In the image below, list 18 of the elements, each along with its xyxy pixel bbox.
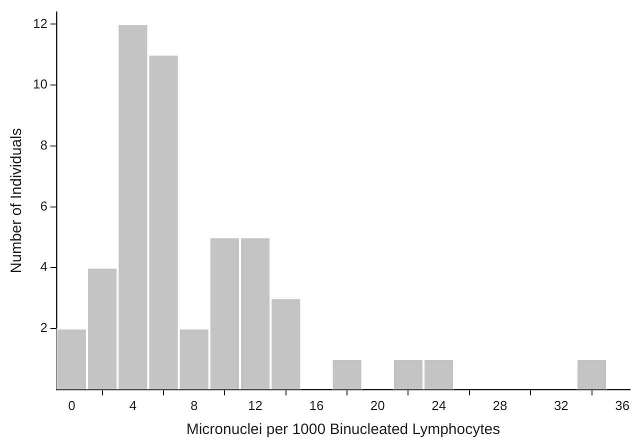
y-tick-label: 4 (40, 259, 48, 274)
y-tick-label: 6 (40, 198, 48, 214)
x-tick-label: 4 (129, 398, 137, 413)
y-tick-label: 8 (40, 137, 48, 152)
x-tick-label: 24 (432, 398, 446, 413)
x-tick-label: 32 (554, 398, 568, 413)
y-tick-label: 10 (32, 76, 48, 92)
x-tick-label: 28 (492, 398, 508, 413)
x-tick-label: 12 (248, 398, 263, 413)
y-axis-title: Number of Individuals (8, 128, 26, 274)
x-tick-label: 16 (309, 398, 324, 413)
x-tick-label: 36 (615, 398, 630, 413)
y-tick-label: 12 (32, 16, 48, 31)
x-axis-title: Micronuclei per 1000 Binucleated Lymphocytes (186, 421, 500, 438)
x-tick-label: 8 (190, 398, 198, 413)
x-tick-label: 20 (370, 398, 385, 413)
x-tick-label: 0 (68, 398, 76, 413)
y-tick-label: 2 (40, 320, 48, 336)
